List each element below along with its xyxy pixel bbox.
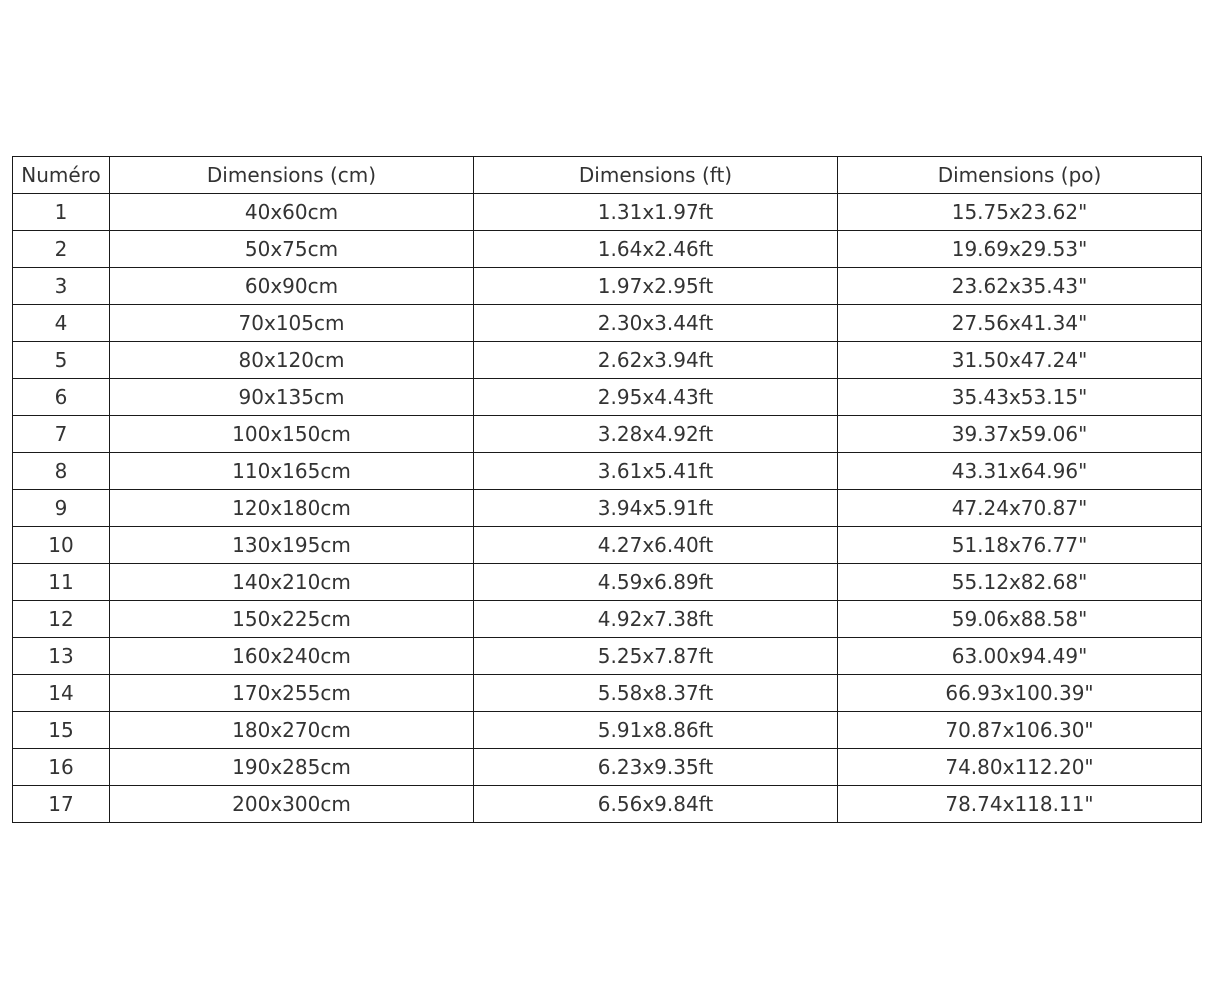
cell-numero: 10 [12,526,110,564]
cell-dimensions-po: 66.93x100.39" [837,674,1202,712]
cell-dimensions-cm: 120x180cm [109,489,474,527]
cell-dimensions-ft: 5.91x8.86ft [473,711,838,749]
cell-dimensions-cm: 100x150cm [109,415,474,453]
cell-dimensions-cm: 90x135cm [109,378,474,416]
cell-dimensions-cm: 190x285cm [109,748,474,786]
cell-dimensions-ft: 1.64x2.46ft [473,230,838,268]
cell-dimensions-ft: 4.92x7.38ft [473,600,838,638]
cell-numero: 16 [12,748,110,786]
cell-numero: 13 [12,637,110,675]
cell-dimensions-cm: 180x270cm [109,711,474,749]
table-row: 3 60x90cm 1.97x2.95ft 23.62x35.43" [12,267,1202,305]
cell-dimensions-ft: 4.27x6.40ft [473,526,838,564]
cell-numero: 15 [12,711,110,749]
cell-numero: 9 [12,489,110,527]
cell-dimensions-cm: 40x60cm [109,193,474,231]
cell-dimensions-cm: 70x105cm [109,304,474,342]
cell-dimensions-ft: 3.94x5.91ft [473,489,838,527]
cell-dimensions-cm: 130x195cm [109,526,474,564]
cell-numero: 2 [12,230,110,268]
cell-dimensions-po: 23.62x35.43" [837,267,1202,305]
cell-dimensions-po: 70.87x106.30" [837,711,1202,749]
table-row: 6 90x135cm 2.95x4.43ft 35.43x53.15" [12,378,1202,416]
header-dimensions-cm: Dimensions (cm) [109,156,474,194]
cell-dimensions-ft: 3.28x4.92ft [473,415,838,453]
cell-dimensions-cm: 170x255cm [109,674,474,712]
table-row: 9 120x180cm 3.94x5.91ft 47.24x70.87" [12,489,1202,527]
cell-numero: 4 [12,304,110,342]
cell-numero: 14 [12,674,110,712]
table-row: 11 140x210cm 4.59x6.89ft 55.12x82.68" [12,563,1202,601]
cell-dimensions-po: 27.56x41.34" [837,304,1202,342]
cell-dimensions-ft: 1.31x1.97ft [473,193,838,231]
cell-dimensions-ft: 2.95x4.43ft [473,378,838,416]
cell-dimensions-po: 63.00x94.49" [837,637,1202,675]
cell-dimensions-po: 55.12x82.68" [837,563,1202,601]
table-body: 1 40x60cm 1.31x1.97ft 15.75x23.62" 2 50x75cm 1… [12,193,1202,823]
cell-dimensions-po: 19.69x29.53" [837,230,1202,268]
table-row: 4 70x105cm 2.30x3.44ft 27.56x41.34" [12,304,1202,342]
table-row: 5 80x120cm 2.62x3.94ft 31.50x47.24" [12,341,1202,379]
cell-dimensions-po: 78.74x118.11" [837,785,1202,823]
cell-dimensions-ft: 5.25x7.87ft [473,637,838,675]
cell-dimensions-cm: 150x225cm [109,600,474,638]
cell-numero: 12 [12,600,110,638]
header-numero: Numéro [12,156,110,194]
cell-dimensions-cm: 50x75cm [109,230,474,268]
header-dimensions-po: Dimensions (po) [837,156,1202,194]
cell-dimensions-po: 31.50x47.24" [837,341,1202,379]
cell-dimensions-cm: 160x240cm [109,637,474,675]
cell-dimensions-ft: 6.56x9.84ft [473,785,838,823]
cell-numero: 1 [12,193,110,231]
cell-numero: 11 [12,563,110,601]
cell-dimensions-cm: 60x90cm [109,267,474,305]
cell-dimensions-ft: 1.97x2.95ft [473,267,838,305]
cell-dimensions-po: 35.43x53.15" [837,378,1202,416]
cell-dimensions-po: 51.18x76.77" [837,526,1202,564]
cell-dimensions-ft: 2.30x3.44ft [473,304,838,342]
table-row: 17 200x300cm 6.56x9.84ft 78.74x118.11" [12,785,1202,823]
table-row: 2 50x75cm 1.64x2.46ft 19.69x29.53" [12,230,1202,268]
cell-dimensions-po: 47.24x70.87" [837,489,1202,527]
table-row: 7 100x150cm 3.28x4.92ft 39.37x59.06" [12,415,1202,453]
table-row: 1 40x60cm 1.31x1.97ft 15.75x23.62" [12,193,1202,231]
cell-dimensions-ft: 3.61x5.41ft [473,452,838,490]
dimensions-table: Numéro Dimensions (cm) Dimensions (ft) D… [12,156,1202,823]
cell-dimensions-ft: 4.59x6.89ft [473,563,838,601]
table-row: 10 130x195cm 4.27x6.40ft 51.18x76.77" [12,526,1202,564]
cell-numero: 3 [12,267,110,305]
cell-dimensions-po: 59.06x88.58" [837,600,1202,638]
cell-dimensions-cm: 110x165cm [109,452,474,490]
cell-dimensions-ft: 2.62x3.94ft [473,341,838,379]
cell-dimensions-ft: 5.58x8.37ft [473,674,838,712]
cell-numero: 8 [12,452,110,490]
cell-numero: 5 [12,341,110,379]
cell-numero: 6 [12,378,110,416]
header-dimensions-ft: Dimensions (ft) [473,156,838,194]
cell-numero: 17 [12,785,110,823]
table-row: 8 110x165cm 3.61x5.41ft 43.31x64.96" [12,452,1202,490]
cell-dimensions-po: 74.80x112.20" [837,748,1202,786]
cell-dimensions-po: 43.31x64.96" [837,452,1202,490]
table-row: 12 150x225cm 4.92x7.38ft 59.06x88.58" [12,600,1202,638]
cell-dimensions-ft: 6.23x9.35ft [473,748,838,786]
table-row: 14 170x255cm 5.58x8.37ft 66.93x100.39" [12,674,1202,712]
cell-dimensions-po: 15.75x23.62" [837,193,1202,231]
cell-dimensions-cm: 80x120cm [109,341,474,379]
table-row: 15 180x270cm 5.91x8.86ft 70.87x106.30" [12,711,1202,749]
table-row: 13 160x240cm 5.25x7.87ft 63.00x94.49" [12,637,1202,675]
cell-numero: 7 [12,415,110,453]
cell-dimensions-cm: 200x300cm [109,785,474,823]
cell-dimensions-cm: 140x210cm [109,563,474,601]
table-row: 16 190x285cm 6.23x9.35ft 74.80x112.20" [12,748,1202,786]
cell-dimensions-po: 39.37x59.06" [837,415,1202,453]
header-row: Numéro Dimensions (cm) Dimensions (ft) D… [12,156,1202,194]
